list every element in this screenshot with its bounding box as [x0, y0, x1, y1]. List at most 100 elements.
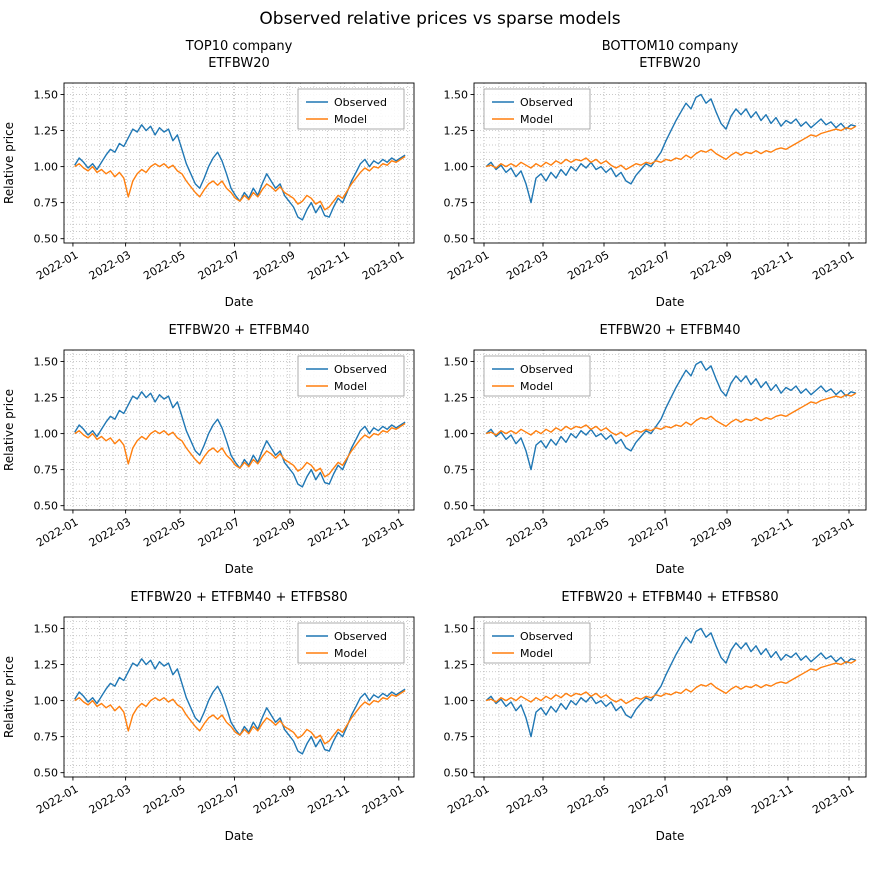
- model-line: [74, 422, 406, 478]
- y-axis-label: Relative price: [2, 389, 16, 471]
- y-tick-label: 1.25: [444, 391, 469, 404]
- x-tick-label: 2022-03: [504, 782, 550, 816]
- y-tick-label: 0.50: [444, 766, 469, 779]
- gridlines: [474, 82, 866, 243]
- subplot-title: BOTTOM10 company ETFBW20: [601, 39, 739, 71]
- plot-border: [473, 349, 867, 511]
- y-tick-label: 0.50: [444, 232, 469, 245]
- x-tick-label: 2022-09: [688, 515, 734, 549]
- legend-observed-label: Observed: [334, 629, 387, 642]
- y-tick-label: 1.25: [34, 391, 59, 404]
- plot-canvas: 2022-01 2022-03 2022-05 2022-07 2022-09 2022-…: [444, 349, 867, 549]
- x-tick-label: 2022-03: [504, 515, 550, 549]
- plot-canvas: 2022-01 2022-03 2022-05 2022-07 2022-09 2022-…: [444, 82, 867, 282]
- x-tick-label: 2022-11: [306, 248, 352, 282]
- y-tick-label: 0.50: [444, 499, 469, 512]
- legend-model-label: Model: [334, 646, 367, 659]
- x-tick-label: 2022-07: [196, 248, 242, 282]
- plot-canvas: 2022-01 2022-03 2022-05 2022-07 2022-09 2022-…: [2, 616, 415, 816]
- legend-model-label: Model: [520, 379, 553, 392]
- legend-observed-label: Observed: [520, 362, 573, 375]
- y-tick-label: 1.00: [444, 427, 469, 440]
- y-tick-label: 1.00: [444, 694, 469, 707]
- x-tick-label: 2022-11: [749, 515, 795, 549]
- y-tick-label: 0.50: [34, 232, 59, 245]
- legend-model-label: Model: [334, 113, 367, 126]
- legend-model-label: Model: [520, 113, 553, 126]
- x-axis-label: Date: [224, 561, 254, 576]
- x-tick-label: 2022-07: [196, 515, 242, 549]
- legend-observed-label: Observed: [520, 96, 573, 109]
- x-axis-label: Date: [655, 561, 685, 576]
- x-tick-label: 2022-07: [626, 515, 672, 549]
- y-tick-label: 1.50: [34, 355, 59, 368]
- x-tick-label: 2023-01: [360, 248, 406, 282]
- subplot-title: ETFBW20 + ETFBM40: [599, 322, 741, 338]
- legend-observed-label: Observed: [334, 96, 387, 109]
- legend: Observed Model: [483, 355, 591, 397]
- x-tick-label: 2022-07: [626, 248, 672, 282]
- model-line: [74, 155, 406, 211]
- model-line: [485, 125, 857, 170]
- x-tick-label: 2022-03: [87, 248, 133, 282]
- x-tick-label: 2022-01: [445, 515, 491, 549]
- x-tick-label: 2022-09: [251, 515, 297, 549]
- y-tick-label: 0.75: [444, 196, 469, 209]
- x-tick-label: 2022-05: [565, 782, 611, 816]
- y-tick-label: 0.75: [34, 463, 59, 476]
- observed-line: [485, 93, 857, 204]
- x-tick-label: 2023-01: [810, 515, 856, 549]
- subplot-bottom10-etfbw20-etfbm40: ETFBW20 + ETFBM40 2022-01 2022-03 2022-05 2…: [440, 309, 880, 576]
- x-tick-label: 2022-11: [306, 515, 352, 549]
- x-tick-label: 2022-09: [251, 782, 297, 816]
- model-line: [485, 659, 857, 704]
- legend-model-label: Model: [520, 646, 553, 659]
- x-tick-label: 2022-01: [445, 782, 491, 816]
- x-tick-label: 2022-03: [87, 515, 133, 549]
- x-tick-label: 2022-01: [34, 515, 80, 549]
- legend: Observed Model: [297, 88, 405, 130]
- y-tick-label: 1.50: [444, 88, 469, 101]
- observed-line: [74, 390, 406, 488]
- y-tick-label: 1.50: [34, 622, 59, 635]
- observed-line: [74, 123, 406, 221]
- plot-border: [473, 82, 867, 244]
- legend: Observed Model: [297, 355, 405, 397]
- x-axis-label: Date: [655, 294, 685, 309]
- x-tick-label: 2022-05: [141, 782, 187, 816]
- subplot-title: TOP10 company ETFBW20: [185, 39, 293, 71]
- y-tick-label: 1.00: [444, 160, 469, 173]
- x-tick-label: 2022-07: [626, 782, 672, 816]
- x-tick-label: 2022-01: [34, 248, 80, 282]
- x-tick-label: 2023-01: [810, 782, 856, 816]
- legend: Observed Model: [483, 622, 591, 663]
- x-tick-label: 2022-09: [688, 782, 734, 816]
- y-tick-label: 0.50: [34, 766, 59, 779]
- x-axis-label: Date: [224, 828, 254, 843]
- observed-line: [485, 360, 857, 470]
- gridlines: [474, 616, 866, 777]
- x-tick-label: 2023-01: [360, 782, 406, 816]
- subplot-bottom10-etfbw20: BOTTOM10 company ETFBW20 2022-01 2022-03 2…: [440, 33, 880, 309]
- plot-canvas: 2022-01 2022-03 2022-05 2022-07 2022-09 2022-…: [444, 616, 867, 816]
- x-tick-label: 2023-01: [360, 515, 406, 549]
- subplot-title: ETFBW20 + ETFBM40 + ETFBS80: [130, 589, 348, 605]
- plot-border: [63, 616, 415, 778]
- x-tick-label: 2022-05: [565, 515, 611, 549]
- legend: Observed Model: [483, 88, 591, 130]
- gridlines: [474, 349, 866, 510]
- figure-title: Observed relative prices vs sparse model…: [259, 9, 621, 29]
- legend-observed-label: Observed: [334, 362, 387, 375]
- y-axis-label: Relative price: [2, 122, 16, 204]
- x-tick-label: 2022-03: [504, 248, 550, 282]
- y-tick-label: 1.25: [444, 124, 469, 137]
- y-tick-label: 0.75: [444, 463, 469, 476]
- plot-border: [63, 82, 415, 244]
- x-axis-label: Date: [224, 294, 254, 309]
- subplot-top10-etfbw20: TOP10 company ETFBW20 2022-01 2022-03 2022…: [0, 33, 440, 309]
- y-tick-label: 1.00: [34, 694, 59, 707]
- x-tick-label: 2022-09: [251, 248, 297, 282]
- subplot-top10-etfbw20-etfbm40-etfbs80: ETFBW20 + ETFBM40 + ETFBS80 2022-01 2022-…: [0, 576, 440, 843]
- subplot-bottom10-etfbw20-etfbm40-etfbs80: ETFBW20 + ETFBM40 + ETFBS80 2022-01 2022-…: [440, 576, 880, 843]
